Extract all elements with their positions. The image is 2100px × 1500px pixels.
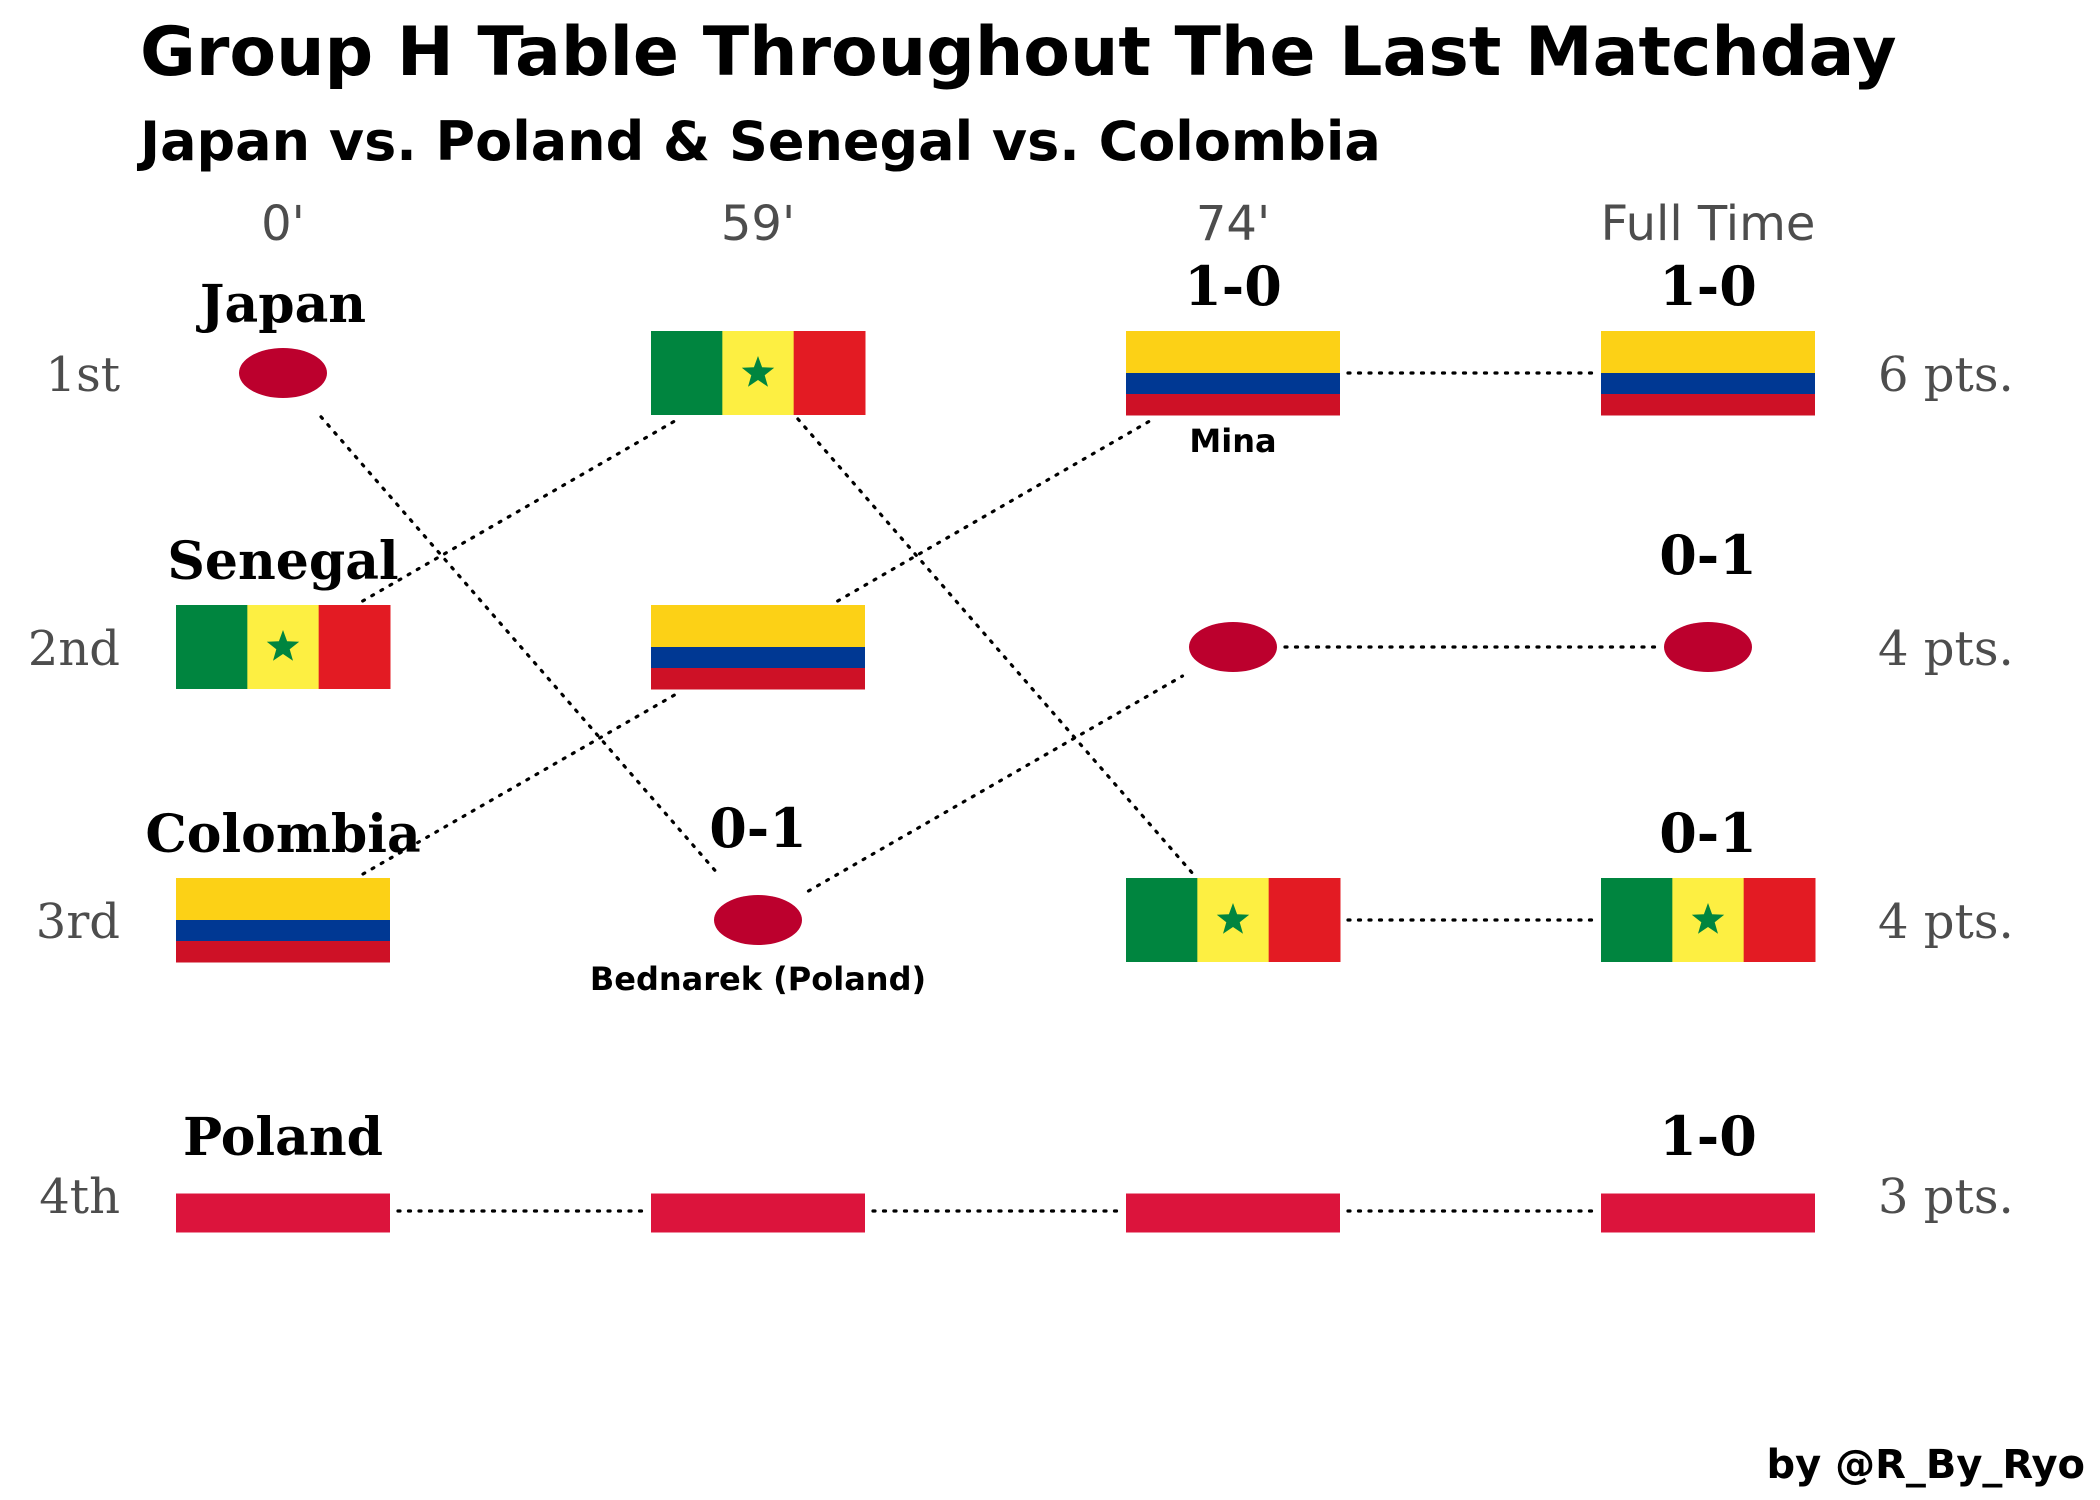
- score-label: 1-0: [1659, 254, 1757, 318]
- scorer-label: Bednarek (Poland): [590, 960, 926, 998]
- senegal-stripe: [318, 605, 391, 689]
- rank-label: 4th: [39, 1169, 120, 1225]
- connector-colombia: [836, 417, 1155, 603]
- flag-markers: [176, 331, 1816, 1233]
- colombia-stripe: [1126, 331, 1340, 374]
- time-label: 0': [261, 196, 305, 252]
- credit-label: by @R_By_Ryo: [1766, 1442, 2085, 1488]
- points-label: 4 pts.: [1878, 621, 2014, 677]
- connector-lines: [319, 371, 1658, 1213]
- rank-label: 1st: [46, 347, 120, 403]
- colombia-stripe: [651, 647, 865, 669]
- score-label: 1-0: [1184, 254, 1282, 318]
- rank-label: 3rd: [36, 894, 120, 950]
- colombia-flag-icon: [176, 878, 390, 963]
- poland-flag-icon: [1126, 1193, 1340, 1233]
- colombia-stripe: [651, 605, 865, 648]
- connector-colombia: [361, 691, 680, 876]
- colombia-stripe: [1601, 373, 1815, 395]
- senegal-stripe: [176, 605, 248, 689]
- time-label: Full Time: [1601, 196, 1816, 252]
- colombia-stripe: [176, 920, 390, 942]
- time-labels: 0' 59' 74' Full Time: [261, 196, 1815, 252]
- senegal-flag-icon: [1601, 878, 1816, 962]
- poland-band: [1601, 1193, 1815, 1233]
- colombia-flag-icon: [1126, 331, 1340, 416]
- points-labels: 6 pts. 4 pts. 4 pts. 3 pts.: [1878, 347, 2014, 1225]
- japan-disc: [1664, 622, 1752, 672]
- senegal-star: [741, 356, 775, 387]
- points-label: 3 pts.: [1878, 1169, 2014, 1225]
- colombia-stripe: [651, 668, 865, 690]
- colombia-stripe: [1126, 373, 1340, 395]
- annotation-labels: Japan Senegal Colombia Poland 0-1 Bednarek (P…: [145, 254, 1756, 1168]
- senegal-stripe: [793, 331, 866, 415]
- senegal-stripe: [1743, 878, 1816, 962]
- colombia-stripe: [176, 941, 390, 963]
- rank-labels: 1st 2nd 3rd 4th: [28, 347, 120, 1225]
- japan-disc: [1189, 622, 1277, 672]
- score-label: 0-1: [709, 796, 807, 860]
- points-label: 6 pts.: [1878, 347, 2014, 403]
- senegal-stripe: [1268, 878, 1341, 962]
- japan-flag-icon: [239, 348, 327, 398]
- score-label: 0-1: [1659, 801, 1757, 865]
- senegal-star: [1216, 903, 1250, 934]
- chart-title: Group H Table Throughout The Last Matchd…: [140, 13, 1897, 92]
- japan-flag-icon: [714, 895, 802, 945]
- score-label: 0-1: [1659, 523, 1757, 587]
- points-label: 4 pts.: [1878, 894, 2014, 950]
- colombia-stripe: [176, 878, 390, 921]
- poland-band: [1126, 1193, 1340, 1233]
- poland-flag-icon: [1601, 1193, 1815, 1233]
- team-name-label: Japan: [196, 274, 366, 335]
- colombia-stripe: [1601, 394, 1815, 416]
- chart-subtitle: Japan vs. Poland & Senegal vs. Colombia: [136, 110, 1381, 173]
- senegal-stripe: [651, 331, 723, 415]
- time-label: 74': [1196, 196, 1270, 252]
- team-name-label: Colombia: [145, 804, 420, 865]
- poland-flag-icon: [651, 1193, 865, 1233]
- poland-band: [176, 1193, 390, 1233]
- rank-label: 2nd: [28, 621, 120, 677]
- colombia-stripe: [1601, 331, 1815, 374]
- scorer-label: Mina: [1189, 422, 1276, 460]
- poland-flag-icon: [176, 1193, 390, 1233]
- senegal-star: [266, 630, 300, 661]
- japan-flag-icon: [1189, 622, 1277, 672]
- senegal-stripe: [1126, 878, 1198, 962]
- colombia-stripe: [1126, 394, 1340, 416]
- senegal-flag-icon: [176, 605, 391, 689]
- colombia-flag-icon: [1601, 331, 1815, 416]
- connector-japan: [319, 415, 722, 878]
- japan-disc: [714, 895, 802, 945]
- connector-japan: [806, 674, 1185, 893]
- connector-senegal: [361, 417, 680, 603]
- japan-flag-icon: [1664, 622, 1752, 672]
- senegal-flag-icon: [651, 331, 866, 415]
- time-label: 59': [721, 196, 795, 252]
- team-name-label: Senegal: [167, 531, 398, 592]
- senegal-flag-icon: [1126, 878, 1341, 962]
- poland-band: [651, 1193, 865, 1233]
- senegal-stripe: [1601, 878, 1673, 962]
- senegal-star: [1691, 903, 1725, 934]
- score-label: 1-0: [1659, 1104, 1757, 1168]
- colombia-flag-icon: [651, 605, 865, 690]
- japan-disc: [239, 348, 327, 398]
- team-name-label: Poland: [183, 1107, 383, 1168]
